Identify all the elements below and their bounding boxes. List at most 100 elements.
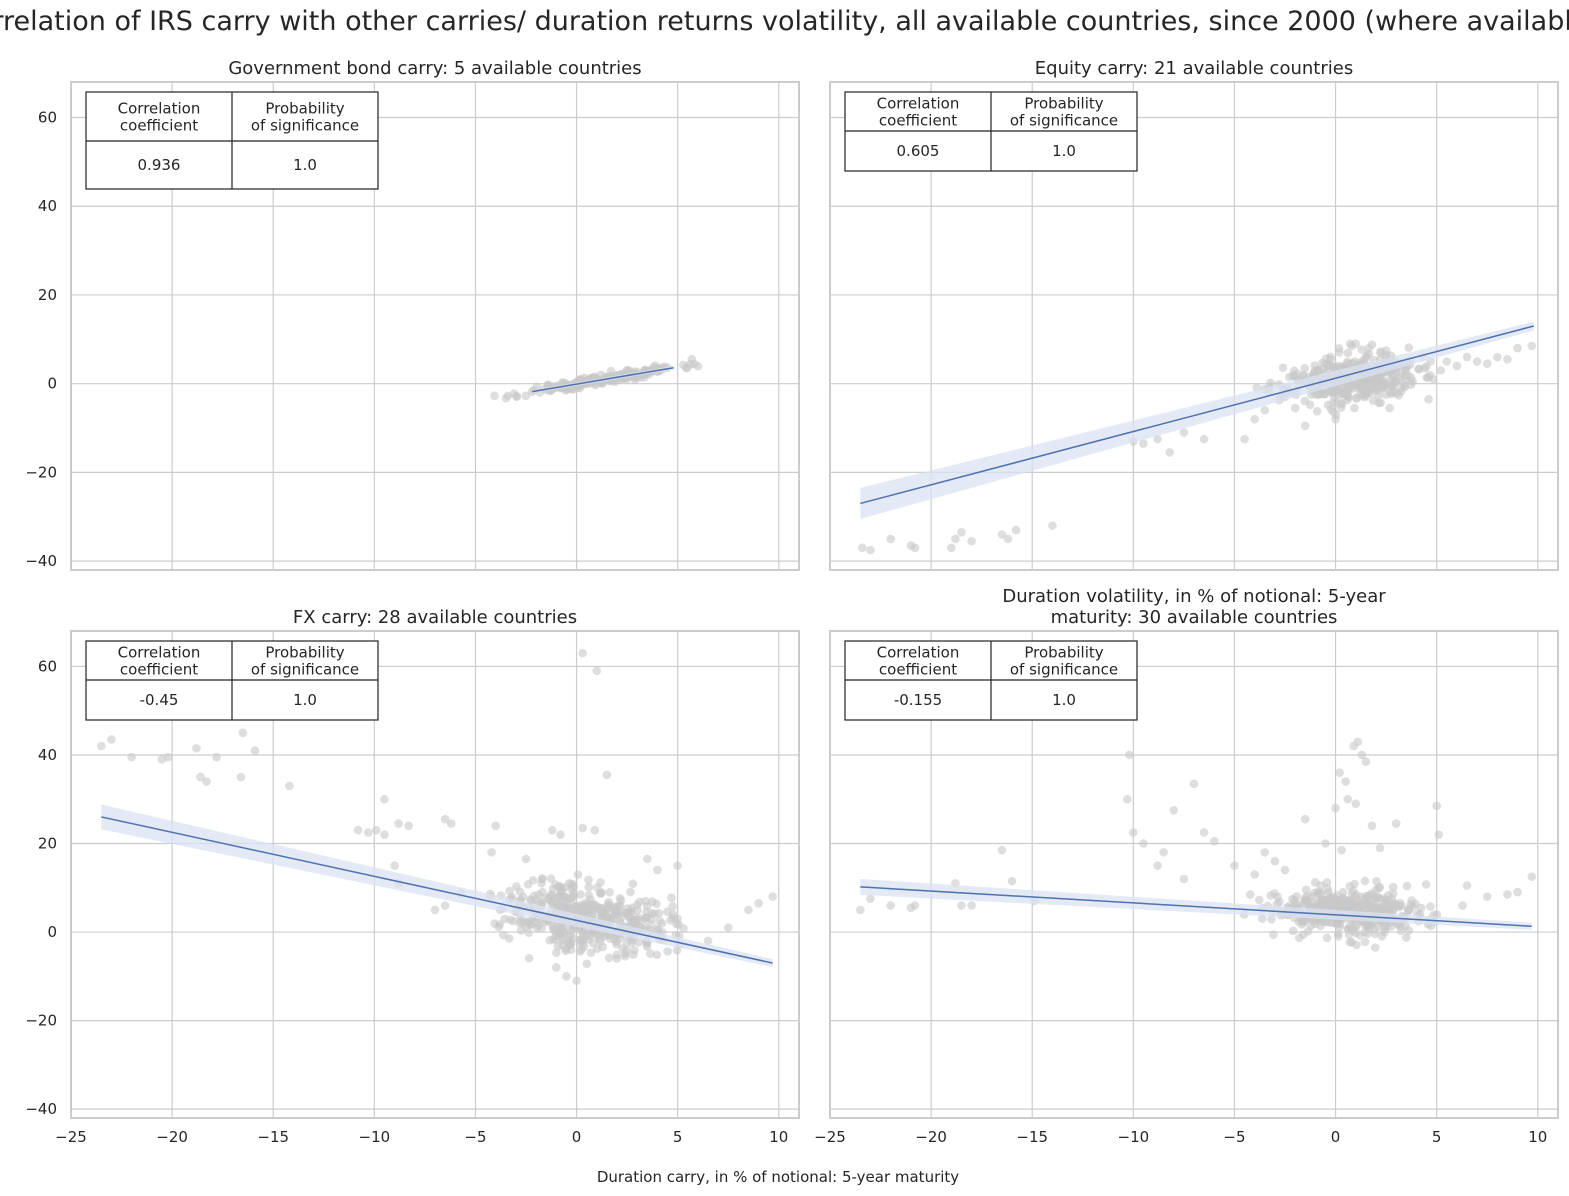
scatter-point	[1341, 777, 1350, 786]
x-tick-label: −10	[1118, 1128, 1150, 1146]
scatter-point	[1254, 895, 1264, 905]
scatter-point	[1199, 828, 1209, 837]
scatter-point	[163, 752, 173, 762]
scatter-point	[1129, 828, 1138, 837]
scatter-point	[1392, 376, 1401, 386]
scatter-point	[645, 949, 655, 958]
scatter-point	[1513, 887, 1522, 897]
scatter-point	[1258, 914, 1267, 923]
scatter-point	[440, 901, 450, 910]
scatter-point	[856, 905, 865, 915]
scatter-point	[630, 946, 639, 955]
scatter-point	[642, 907, 651, 917]
scatter-point	[578, 648, 587, 658]
scatter-point	[1385, 403, 1394, 413]
scatter-point	[1299, 898, 1308, 907]
scatter-point	[546, 874, 556, 883]
panel-government-bond-carry: Government bond carry: 5 available count…	[25, 58, 800, 571]
scatter-point	[556, 882, 565, 892]
scatter-point	[1300, 814, 1310, 824]
x-tick-label: 0	[572, 1128, 582, 1146]
scatter-point	[238, 728, 248, 738]
scatter-point	[997, 530, 1007, 539]
scatter-point	[1367, 821, 1377, 831]
scatter-point	[1436, 366, 1446, 375]
scatter-point	[509, 389, 519, 398]
scatter-point	[626, 887, 635, 897]
scatter-point	[196, 772, 205, 782]
scatter-point	[1370, 943, 1380, 952]
scatter-point	[1347, 341, 1357, 351]
scatter-point	[601, 908, 610, 918]
scatter-point	[1391, 819, 1401, 828]
scatter-point	[1426, 902, 1435, 911]
scatter-point	[1380, 927, 1389, 937]
scatter-point	[647, 914, 656, 924]
scatter-point	[202, 777, 211, 786]
scatter-point	[1310, 361, 1319, 370]
scatter-point	[521, 854, 531, 864]
scatter-point	[1387, 901, 1396, 910]
scatter-point	[566, 930, 575, 940]
scatter-point	[1245, 890, 1255, 899]
scatter-point	[1298, 916, 1308, 926]
scatter-point	[552, 963, 561, 972]
scatter-point	[584, 875, 593, 885]
axes-frame	[70, 630, 800, 1119]
scatter-point	[552, 948, 561, 958]
scatter-point	[1404, 905, 1413, 914]
scatter-point	[1179, 428, 1189, 437]
scatter-point	[886, 534, 895, 544]
scatter-point	[596, 889, 606, 899]
probability-value: 1.0	[1052, 691, 1076, 709]
x-tick-label: 0	[1331, 1128, 1341, 1146]
y-tick-label: 40	[38, 197, 57, 215]
scatter-point	[380, 794, 389, 804]
table-header-cell: Probability	[265, 644, 344, 662]
scatter-point	[1292, 369, 1302, 379]
x-tick-label: −20	[915, 1128, 947, 1146]
scatter-point	[1153, 861, 1162, 870]
y-tick-label: −20	[25, 463, 57, 481]
x-tick-label: 10	[1528, 1128, 1547, 1146]
scatter-point	[1343, 359, 1352, 369]
scatter-point	[1432, 801, 1441, 811]
y-tick-label: −40	[25, 1100, 57, 1118]
scatter-point	[1362, 378, 1372, 388]
scatter-point	[1011, 525, 1021, 535]
scatter-point	[1250, 870, 1259, 879]
scatter-point	[1482, 892, 1492, 901]
scatter-point	[635, 897, 644, 907]
scatter-point	[380, 830, 389, 839]
scatter-point	[1462, 881, 1472, 890]
scatter-point	[1345, 937, 1355, 947]
scatter-point	[1284, 372, 1294, 382]
scatter-point	[1316, 881, 1326, 890]
scatter-point	[1363, 929, 1372, 939]
scatter-point	[1381, 390, 1390, 399]
scatter-point	[562, 972, 571, 981]
scatter-point	[1360, 937, 1370, 947]
scatter-point	[127, 752, 136, 762]
scatter-point	[957, 901, 966, 910]
y-tick-label: 60	[38, 108, 57, 126]
scatter-point	[866, 545, 875, 555]
scatter-point	[1122, 794, 1132, 804]
y-tick-label: 20	[38, 286, 57, 304]
panel-title: Government bond carry: 5 available count…	[228, 58, 641, 79]
scatter-point	[1338, 888, 1348, 897]
scatter-point	[575, 935, 585, 945]
table-header-cell: Probability	[265, 100, 344, 118]
scatter-point	[630, 375, 640, 385]
scatter-point	[1332, 398, 1341, 408]
x-tick-label: −15	[1016, 1128, 1048, 1146]
scatter-point	[1482, 359, 1492, 369]
scatter-point	[487, 848, 496, 857]
scatter-point	[1343, 794, 1352, 804]
scatter-point	[555, 922, 564, 931]
scatter-point	[640, 922, 650, 932]
scatter-point	[1350, 879, 1359, 889]
y-tick-label: −20	[25, 1012, 57, 1030]
